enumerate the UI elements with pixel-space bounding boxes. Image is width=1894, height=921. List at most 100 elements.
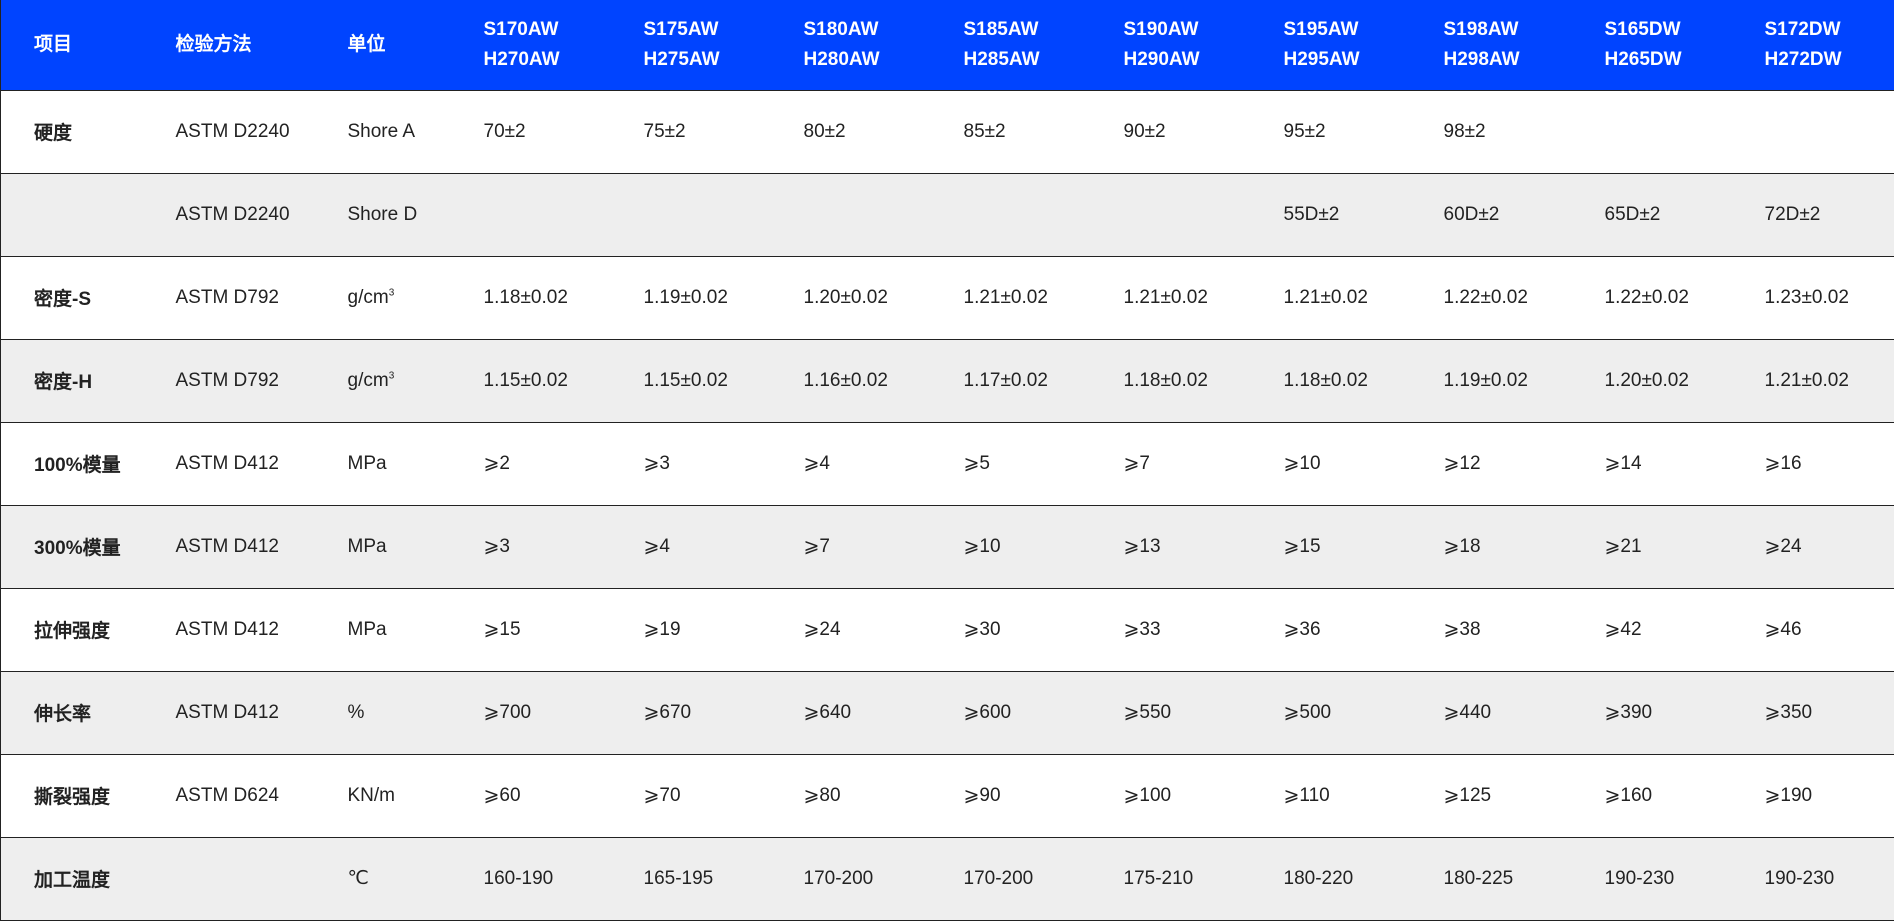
header-grade: S190AW H290AW [1124, 0, 1284, 90]
header-grade: S165DW H265DW [1605, 0, 1765, 90]
value-cell: ⩾21 [1604, 536, 1642, 557]
value-cell: ⩾670 [643, 702, 692, 723]
value-cell: 1.23±0.02 [1764, 256, 1894, 339]
grade-label: S170AW [483, 18, 559, 40]
grade-label: H285AW [963, 48, 1040, 70]
unit-cell: MPa [348, 588, 484, 671]
unit-cell: Shore A [348, 90, 484, 173]
unit-text: MPa [347, 452, 387, 474]
value-cell: ⩾24 [1764, 505, 1894, 588]
value-cell: 1.21±0.02 [1123, 286, 1208, 308]
value-cell: 1.21±0.02 [963, 286, 1048, 308]
value-cell: 75±2 [643, 120, 686, 142]
method-cell: ASTM D412 [175, 535, 279, 557]
value-cell: 1.22±0.02 [1604, 286, 1689, 308]
value-cell: 170-200 [803, 867, 874, 889]
method-cell: ASTM D792 [175, 369, 279, 391]
value-cell: 80±2 [803, 120, 846, 142]
header-method: 检验方法 [175, 33, 252, 55]
value-cell: 1.17±0.02 [963, 369, 1048, 391]
value-cell: 70±2 [483, 120, 526, 142]
unit-text: KN/m [347, 784, 396, 806]
value-cell: 60D±2 [1443, 203, 1500, 225]
value-cell: ⩾100 [1123, 785, 1172, 806]
unit-text: g/cm [347, 286, 389, 308]
item-cell: 加工温度 [0, 837, 176, 920]
value-cell: 98±2 [1443, 120, 1486, 142]
unit-text: % [347, 701, 365, 723]
method-cell: ASTM D412 [175, 452, 279, 474]
value-cell: 1.22±0.02 [1443, 286, 1528, 308]
item-cell [0, 173, 176, 256]
header-row: 项目 检验方法 单位 S170AW H270AW S175AW H275AW S180A… [0, 0, 1894, 90]
method-cell: ASTM D2240 [175, 120, 290, 142]
value-cell [964, 173, 1124, 256]
value-cell: ⩾42 [1604, 619, 1642, 640]
value-cell: ⩾13 [1123, 536, 1161, 557]
value-cell: 1.20±0.02 [1604, 369, 1689, 391]
unit-text: MPa [347, 618, 387, 640]
table-row: 100%模量 ASTM D412 MPa ⩾2 ⩾3 ⩾4 ⩾5 ⩾7 ⩾10 ⩾12 ⩾14 ⩾16 [0, 422, 1894, 505]
value-cell: 1.18±0.02 [1283, 369, 1368, 391]
item-cell: 300%模量 [0, 505, 176, 588]
item-cell: 拉伸强度 [0, 588, 176, 671]
method-cell [176, 837, 348, 920]
unit-superscript: 3 [388, 370, 395, 382]
value-cell: ⩾10 [1283, 453, 1321, 474]
value-cell: ⩾190 [1764, 754, 1894, 837]
value-cell: 190-230 [1604, 867, 1675, 889]
header-grade: S180AW H280AW [804, 0, 964, 90]
value-cell [804, 173, 964, 256]
unit-cell: ℃ [348, 837, 484, 920]
value-cell: 65D±2 [1604, 203, 1661, 225]
unit-superscript: 3 [388, 287, 395, 299]
value-cell: 1.18±0.02 [1123, 369, 1208, 391]
value-cell: ⩾500 [1283, 702, 1332, 723]
grade-label: S195AW [1283, 18, 1359, 40]
value-cell: 180-220 [1283, 867, 1354, 889]
header-grade: S175AW H275AW [644, 0, 804, 90]
unit-cell: g/cm3 [348, 256, 484, 339]
value-cell [1764, 90, 1894, 173]
value-cell: ⩾14 [1604, 453, 1642, 474]
value-cell [1605, 90, 1765, 173]
value-cell: 1.20±0.02 [803, 286, 888, 308]
value-cell: 160-190 [483, 867, 554, 889]
grade-label: H265DW [1604, 48, 1682, 70]
value-cell: ⩾7 [803, 536, 831, 557]
unit-cell: % [348, 671, 484, 754]
table-row: 伸长率 ASTM D412% ⩾700 ⩾670 ⩾640 ⩾600 ⩾550 ⩾500 ⩾44… [0, 671, 1894, 754]
value-cell: ⩾550 [1123, 702, 1172, 723]
grade-label: H295AW [1283, 48, 1360, 70]
value-cell: 175-210 [1123, 867, 1194, 889]
value-cell [484, 173, 644, 256]
unit-text: Shore D [347, 203, 418, 225]
value-cell: ⩾12 [1443, 453, 1481, 474]
table-row: 300%模量 ASTM D412 MPa ⩾3 ⩾4 ⩾7 ⩾10 ⩾13 ⩾15 ⩾18 ⩾21 ⩾… [0, 505, 1894, 588]
grade-label: H272DW [1764, 48, 1842, 70]
value-cell [644, 173, 804, 256]
unit-cell: MPa [348, 422, 484, 505]
value-cell: 1.15±0.02 [483, 369, 568, 391]
item-cell: 伸长率 [0, 671, 176, 754]
method-cell: ASTM D412 [175, 618, 279, 640]
value-cell: ⩾18 [1443, 536, 1481, 557]
value-cell: 190-230 [1764, 837, 1894, 920]
table-row: 密度-S ASTM D792 g/cm3 1.18±0.02 1.19±0.02 1.20… [0, 256, 1894, 339]
unit-text: Shore A [347, 120, 416, 142]
value-cell: 85±2 [963, 120, 1006, 142]
value-cell: ⩾19 [643, 619, 681, 640]
value-cell: ⩾36 [1283, 619, 1321, 640]
value-cell: ⩾80 [803, 785, 841, 806]
value-cell: ⩾390 [1604, 702, 1653, 723]
table-row: 加工温度 ℃ 160-190 165-195 170-200 170-200 175-210… [0, 837, 1894, 920]
value-cell: 1.19±0.02 [1443, 369, 1528, 391]
value-cell: 1.18±0.02 [483, 286, 568, 308]
grade-label: S185AW [963, 18, 1039, 40]
value-cell: ⩾700 [483, 702, 532, 723]
value-cell: ⩾160 [1604, 785, 1653, 806]
value-cell: 1.21±0.02 [1283, 286, 1368, 308]
value-cell: ⩾70 [643, 785, 681, 806]
value-cell [1124, 173, 1284, 256]
unit-cell: g/cm3 [348, 339, 484, 422]
